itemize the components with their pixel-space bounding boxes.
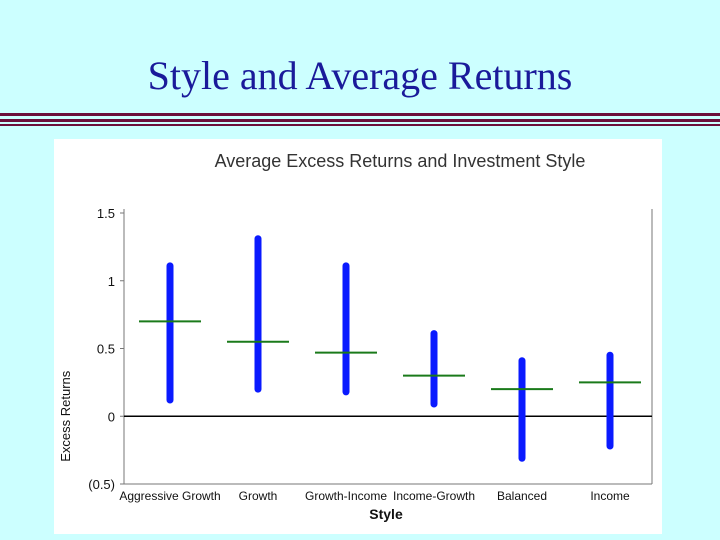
slide-title: Style and Average Returns [147,53,573,98]
chart-panel: Average Excess Returns and Investment St… [54,139,662,534]
x-category-label: Growth-Income [305,489,387,503]
title-divider-line [0,119,720,122]
title-divider-line [0,124,720,126]
x-category-label: Balanced [497,489,547,503]
y-axis-label: Excess Returns [58,370,73,462]
chart-svg: Average Excess Returns and Investment St… [58,151,653,522]
y-tick-label: 1 [108,274,115,289]
y-tick-label: (0.5) [88,477,115,492]
chart-title: Average Excess Returns and Investment St… [215,151,586,171]
x-category-label: Income-Growth [393,489,475,503]
y-tick-label: 0 [108,409,115,424]
x-category-label: Income [590,489,630,503]
y-tick-label: 0.5 [97,342,115,357]
title-divider-line [0,113,720,116]
x-axis-label: Style [369,506,403,522]
x-category-label: Aggressive Growth [119,489,220,503]
y-tick-label: 1.5 [97,206,115,221]
x-category-label: Growth [239,489,278,503]
